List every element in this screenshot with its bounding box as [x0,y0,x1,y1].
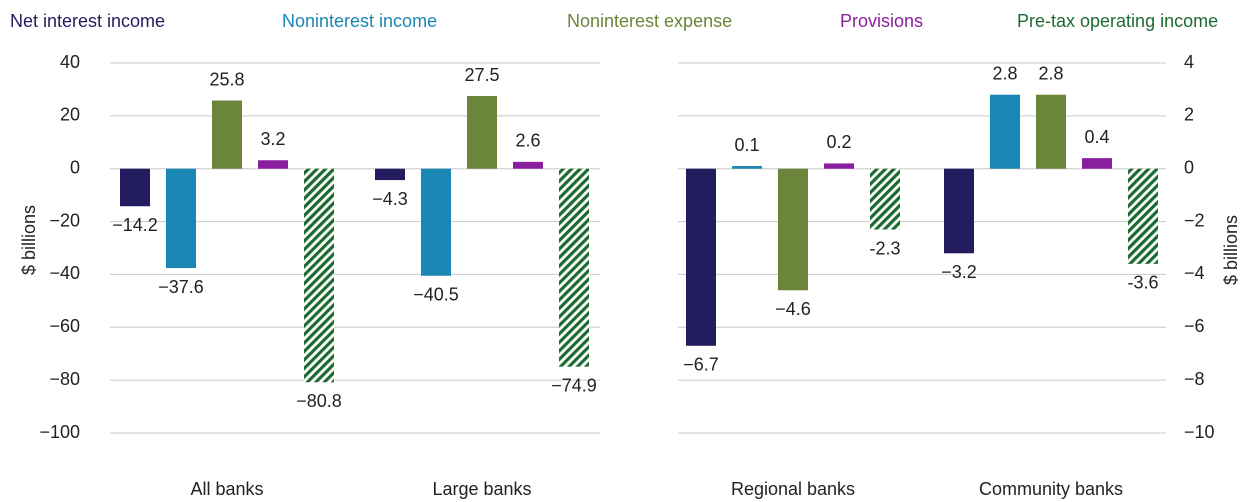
data-label: 2.8 [992,63,1017,83]
data-label: −80.8 [296,391,342,411]
y-tick-label: −80 [49,369,80,389]
bar [212,100,242,169]
y-tick-label: 40 [60,52,80,72]
x-tick-label: All banks [190,479,263,499]
y2-tick-label: −2 [1184,210,1205,230]
data-label: −4.6 [775,299,811,319]
legend-entry: Noninterest expense [567,11,732,31]
bar [375,168,405,181]
bar [824,163,854,169]
y2-tick-label: 0 [1184,157,1194,177]
data-label: −74.9 [551,375,597,395]
data-label: −37.6 [158,277,204,297]
y-tick-label: 0 [70,157,80,177]
data-label: 0.2 [826,132,851,152]
bar [421,168,451,276]
bar [778,168,808,291]
data-label: −4.3 [372,189,408,209]
y2-tick-label: −10 [1184,422,1215,442]
bar [1082,158,1112,169]
bar [732,166,762,169]
bar [559,168,589,367]
bar [870,168,900,230]
data-label: -3.6 [1127,273,1158,293]
bar [1036,94,1066,169]
bar [166,168,196,269]
bar [1128,168,1158,264]
x-tick-label: Large banks [432,479,531,499]
legend-entry: Pre-tax operating income [1017,11,1218,31]
y2-tick-label: 4 [1184,52,1194,72]
data-label: −6.7 [683,355,719,375]
bar [944,168,974,254]
data-label: 2.6 [515,131,540,151]
y2-tick-label: −8 [1184,369,1205,389]
bar [686,168,716,346]
y2-tick-label: 2 [1184,105,1194,125]
legend-entry: Noninterest income [282,11,437,31]
y-tick-label: −20 [49,210,80,230]
x-tick-label: Regional banks [731,479,855,499]
bar [467,96,497,169]
data-label: −40.5 [413,285,459,305]
data-label: −3.2 [941,262,977,282]
data-label: 27.5 [464,65,499,85]
y-tick-label: −60 [49,316,80,336]
data-label: 0.4 [1084,127,1109,147]
bar [990,94,1020,169]
legend-entry: Net interest income [10,11,165,31]
y-tick-label: −40 [49,263,80,283]
data-label: 2.8 [1038,63,1063,83]
data-label: −14.2 [112,215,158,235]
data-label: 0.1 [734,135,759,155]
x-tick-label: Community banks [979,479,1123,499]
data-label: 25.8 [209,69,244,89]
y2-tick-label: −6 [1184,316,1205,336]
bar [304,168,334,383]
y-axis-label: $ billions [19,205,39,275]
data-label: -2.3 [869,238,900,258]
bar [513,161,543,169]
y-tick-label: 20 [60,105,80,125]
y2-axis-label: $ billions [1221,215,1241,285]
y-tick-label: −100 [39,422,80,442]
legend-entry: Provisions [840,11,923,31]
data-label: 3.2 [260,129,285,149]
bar [120,168,150,207]
y2-tick-label: −4 [1184,263,1205,283]
bar [258,160,288,169]
